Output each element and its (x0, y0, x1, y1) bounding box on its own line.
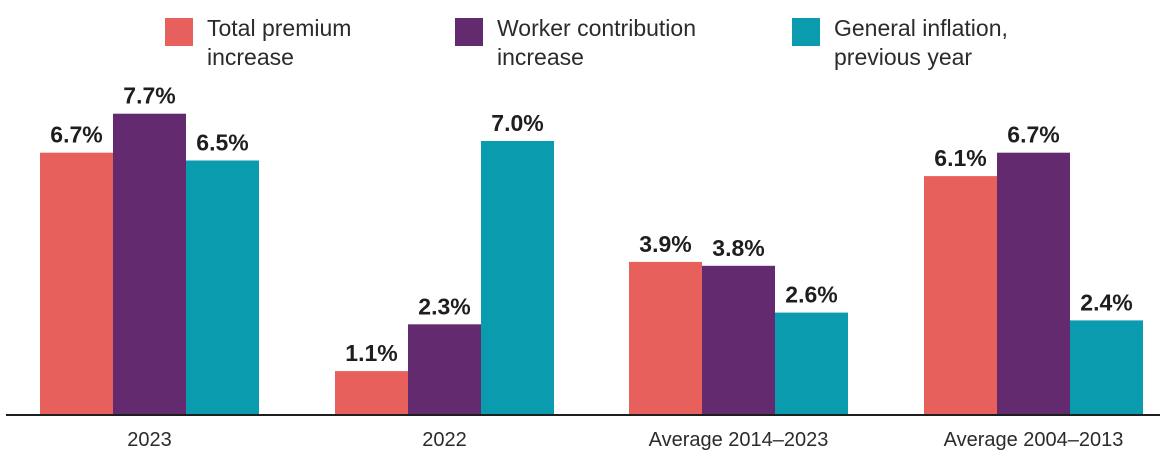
category-label-2023: 2023 (127, 429, 172, 450)
data-label-worker-contribution-increase-average-2004-2013: 6.7% (1007, 122, 1059, 148)
data-label-total-premium-increase-2023: 6.7% (50, 122, 102, 148)
data-label-general-inflation-previous-year-average-2004-2013: 2.4% (1080, 289, 1132, 315)
data-label-general-inflation-previous-year-average-2014-2023: 2.6% (785, 282, 837, 308)
bar-total-premium-increase-average-2014-2023 (629, 261, 702, 414)
data-label-worker-contribution-increase-2023: 7.7% (123, 83, 175, 109)
legend-label-worker-contribution: Worker contribution increase (497, 15, 696, 70)
data-label-worker-contribution-increase-2022: 2.3% (418, 293, 470, 319)
bar-total-premium-increase-2022 (335, 371, 408, 414)
data-label-total-premium-increase-average-2004-2013: 6.1% (934, 145, 986, 171)
bar-worker-contribution-increase-average-2004-2013 (997, 152, 1070, 414)
bar-worker-contribution-increase-2023 (113, 113, 186, 414)
legend-label-general-inflation: General inflation, previous year (834, 15, 1008, 70)
bar-general-inflation-previous-year-average-2004-2013 (1070, 320, 1143, 414)
legend-swatch-total-premium (165, 18, 193, 46)
legend-label-total-premium: Total premium increase (207, 15, 352, 70)
category-label-average-2004-2013: Average 2004–2013 (944, 429, 1124, 450)
bar-general-inflation-previous-year-average-2014-2023 (775, 312, 848, 414)
bar-total-premium-increase-2023 (40, 152, 113, 414)
bar-general-inflation-previous-year-2023 (186, 160, 259, 414)
bar-worker-contribution-increase-average-2014-2023 (702, 265, 775, 414)
category-label-average-2014-2023: Average 2014–2023 (649, 429, 829, 450)
bar-general-inflation-previous-year-2022 (481, 141, 554, 414)
category-label-2022: 2022 (422, 429, 467, 450)
legend-item-total-premium: Total premium increase (165, 14, 351, 72)
data-label-worker-contribution-increase-average-2014-2023: 3.8% (712, 235, 764, 261)
data-label-total-premium-increase-average-2014-2023: 3.9% (639, 231, 691, 257)
bar-total-premium-increase-average-2004-2013 (924, 176, 997, 414)
data-label-general-inflation-previous-year-2022: 7.0% (491, 110, 543, 136)
legend-swatch-worker-contribution (455, 18, 483, 46)
data-label-general-inflation-previous-year-2023: 6.5% (196, 130, 248, 156)
legend-item-worker-contribution: Worker contribution increase (455, 14, 696, 72)
chart-legend: Total premium increase Worker contributi… (0, 14, 1163, 76)
legend-item-general-inflation: General inflation, previous year (792, 14, 1008, 72)
bar-worker-contribution-increase-2022 (408, 324, 481, 414)
data-label-total-premium-increase-2022: 1.1% (345, 340, 397, 366)
legend-swatch-general-inflation (792, 18, 820, 46)
